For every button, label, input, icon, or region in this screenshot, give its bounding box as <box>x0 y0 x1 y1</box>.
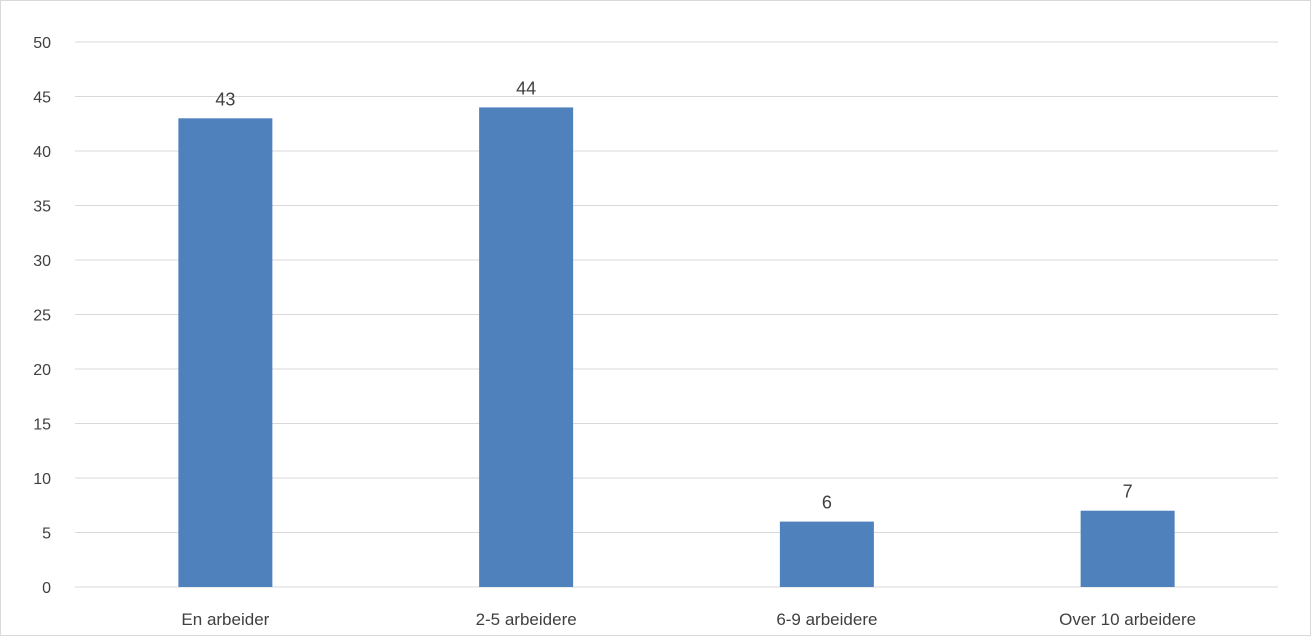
x-category-label: 2-5 arbeidere <box>476 610 577 629</box>
x-category-label: 6-9 arbeidere <box>776 610 877 629</box>
data-labels: 43 44 6 7 <box>215 78 1132 512</box>
x-category-label: En arbeider <box>181 610 269 629</box>
bar <box>479 107 574 588</box>
y-tick-label: 30 <box>33 253 51 270</box>
data-label: 43 <box>215 89 235 109</box>
x-axis-category-labels: En arbeider 2-5 arbeidere 6-9 arbeidere Ove… <box>181 610 1196 629</box>
bar <box>178 118 273 588</box>
y-tick-label: 45 <box>33 90 51 107</box>
y-tick-label: 0 <box>42 580 51 597</box>
x-category-label: Over 10 arbeidere <box>1059 610 1196 629</box>
gridlines <box>75 41 1278 588</box>
data-label: 7 <box>1123 482 1133 502</box>
y-axis-tick-labels: 0 5 10 15 20 25 30 35 40 45 50 <box>33 35 51 597</box>
y-tick-label: 50 <box>33 35 51 52</box>
y-tick-label: 5 <box>42 526 51 543</box>
bars <box>178 107 1175 588</box>
data-label: 6 <box>822 493 832 513</box>
bar <box>779 521 874 587</box>
bar <box>1080 510 1175 587</box>
data-label: 44 <box>516 78 536 98</box>
y-tick-label: 15 <box>33 417 51 434</box>
y-tick-label: 10 <box>33 471 51 488</box>
y-tick-label: 20 <box>33 362 51 379</box>
y-tick-label: 40 <box>33 144 51 161</box>
y-tick-label: 25 <box>33 308 51 325</box>
y-tick-label: 35 <box>33 199 51 216</box>
